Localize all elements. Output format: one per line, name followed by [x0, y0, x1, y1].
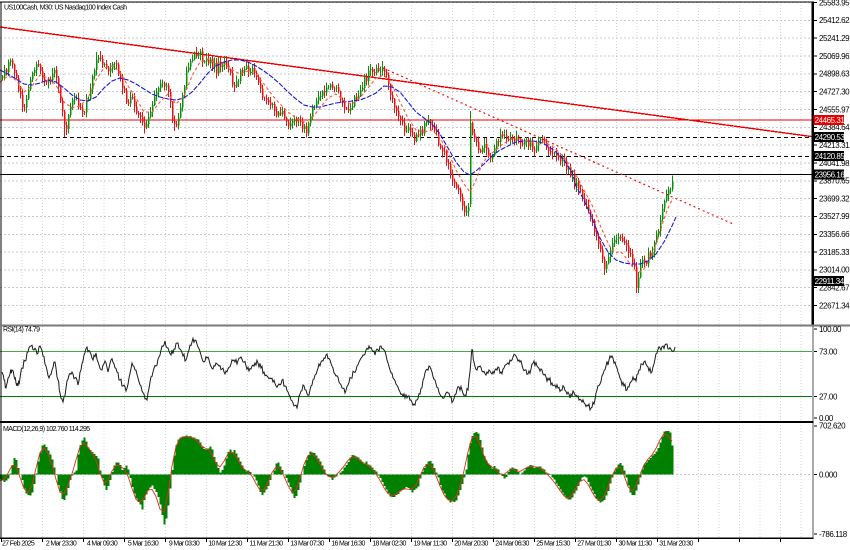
svg-text:23527.99: 23527.99	[819, 212, 850, 221]
svg-text:20 Mar 20:30: 20 Mar 20:30	[454, 541, 488, 548]
svg-text:23956.16: 23956.16	[815, 171, 846, 180]
svg-text:25412.62: 25412.62	[819, 16, 850, 25]
svg-text:24 Mar 06:30: 24 Mar 06:30	[495, 541, 529, 548]
svg-text:18 Mar 02:30: 18 Mar 02:30	[372, 541, 406, 548]
svg-text:0.00: 0.00	[819, 414, 834, 423]
svg-text:24041.98: 24041.98	[819, 159, 850, 168]
svg-text:25069.96: 25069.96	[819, 52, 850, 61]
svg-text:27 Mar 01:30: 27 Mar 01:30	[577, 541, 611, 548]
svg-text:RSI(14) 74.79: RSI(14) 74.79	[3, 327, 40, 334]
svg-text:4 Mar 09:30: 4 Mar 09:30	[87, 541, 118, 548]
svg-text:24465.31: 24465.31	[815, 116, 846, 125]
svg-text:13 Mar 07:30: 13 Mar 07:30	[290, 541, 324, 548]
svg-text:23014.00: 23014.00	[819, 266, 850, 275]
svg-text:25583.95: 25583.95	[819, 0, 850, 7]
svg-text:10 Mar 12:30: 10 Mar 12:30	[208, 541, 242, 548]
svg-text:23699.32: 23699.32	[819, 194, 850, 203]
svg-text:2 Mar 23:30: 2 Mar 23:30	[46, 541, 77, 548]
svg-text:0.000: 0.000	[819, 470, 838, 479]
svg-text:5 Mar 16:30: 5 Mar 16:30	[128, 541, 159, 548]
svg-text:24290.53: 24290.53	[815, 133, 846, 142]
svg-text:23870.65: 23870.65	[819, 177, 850, 186]
svg-text:22842.67: 22842.67	[819, 284, 850, 293]
svg-text:MACD(12,26,9) 102.760 114.295: MACD(12,26,9) 102.760 114.295	[3, 426, 90, 433]
svg-text:23185.33: 23185.33	[819, 248, 850, 257]
svg-text:25241.29: 25241.29	[819, 34, 850, 43]
svg-text:30 Mar 11:30: 30 Mar 11:30	[619, 541, 653, 548]
svg-text:-786.118: -786.118	[819, 530, 848, 539]
svg-text:702.620: 702.620	[819, 422, 846, 431]
svg-text:25 Mar 15:30: 25 Mar 15:30	[536, 541, 570, 548]
svg-text:22911.34: 22911.34	[815, 277, 845, 286]
svg-text:19 Mar 11:30: 19 Mar 11:30	[414, 541, 448, 548]
svg-text:31 Mar 20:30: 31 Mar 20:30	[659, 541, 693, 548]
svg-text:100.00: 100.00	[819, 325, 842, 334]
svg-text:24727.30: 24727.30	[819, 88, 850, 97]
svg-text:24213.31: 24213.31	[819, 141, 850, 150]
svg-text:27 Feb 2025: 27 Feb 2025	[2, 541, 35, 548]
svg-text:24120.85: 24120.85	[815, 152, 846, 161]
svg-text:24555.97: 24555.97	[819, 105, 850, 114]
svg-text:11 Mar 21:30: 11 Mar 21:30	[250, 541, 284, 548]
svg-text:22671.34: 22671.34	[819, 301, 850, 310]
svg-text:24384.64: 24384.64	[819, 123, 850, 132]
svg-text:27.00: 27.00	[819, 392, 838, 401]
svg-text:US100Cash, M30: US Nasdaq100 I: US100Cash, M30: US Nasdaq100 Index Cash	[4, 5, 127, 12]
svg-text:73.00: 73.00	[819, 347, 838, 356]
svg-text:9 Mar 03:30: 9 Mar 03:30	[169, 541, 200, 548]
svg-text:16 Mar 16:30: 16 Mar 16:30	[331, 541, 365, 548]
svg-text:24898.63: 24898.63	[819, 70, 850, 79]
svg-text:23356.66: 23356.66	[819, 230, 850, 239]
